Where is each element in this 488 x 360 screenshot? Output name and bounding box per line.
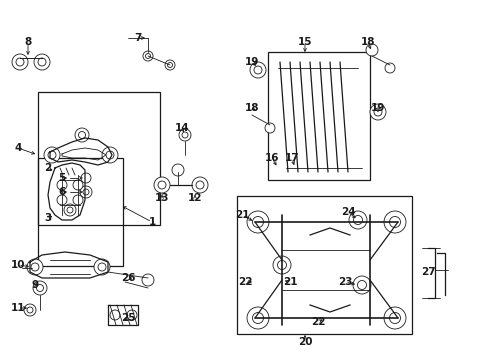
- Text: 5: 5: [58, 173, 65, 183]
- Text: 23: 23: [337, 277, 351, 287]
- Circle shape: [33, 281, 47, 295]
- Circle shape: [34, 54, 50, 70]
- Text: 15: 15: [297, 37, 312, 47]
- Circle shape: [142, 274, 154, 286]
- Circle shape: [365, 44, 377, 56]
- Text: 20: 20: [297, 337, 312, 347]
- Text: 26: 26: [121, 273, 135, 283]
- Text: 18: 18: [360, 37, 374, 47]
- Text: 21: 21: [282, 277, 297, 287]
- Text: 12: 12: [187, 193, 202, 203]
- Text: 9: 9: [31, 280, 39, 290]
- Circle shape: [389, 216, 400, 228]
- Circle shape: [31, 263, 39, 271]
- Circle shape: [75, 128, 89, 142]
- Text: 16: 16: [264, 153, 279, 163]
- Text: 25: 25: [121, 313, 135, 323]
- Text: 22: 22: [237, 277, 252, 287]
- Circle shape: [27, 307, 33, 313]
- Circle shape: [106, 151, 114, 159]
- Bar: [237, 196, 411, 334]
- Circle shape: [357, 280, 366, 289]
- Circle shape: [277, 261, 286, 270]
- Text: 4: 4: [14, 143, 21, 153]
- Circle shape: [98, 263, 106, 271]
- Circle shape: [12, 54, 28, 70]
- Circle shape: [79, 131, 85, 139]
- Circle shape: [64, 204, 76, 216]
- Circle shape: [252, 216, 263, 228]
- Text: 6: 6: [58, 187, 65, 197]
- Circle shape: [145, 54, 150, 58]
- Circle shape: [249, 62, 265, 78]
- Circle shape: [383, 307, 405, 329]
- Circle shape: [383, 211, 405, 233]
- Text: 22: 22: [310, 317, 325, 327]
- Text: 3: 3: [44, 213, 52, 223]
- Circle shape: [246, 211, 268, 233]
- Circle shape: [57, 180, 67, 190]
- Circle shape: [73, 195, 83, 205]
- Circle shape: [67, 207, 73, 213]
- Circle shape: [158, 181, 165, 189]
- Circle shape: [44, 147, 60, 163]
- Circle shape: [102, 147, 118, 163]
- Circle shape: [246, 307, 268, 329]
- Text: 7: 7: [134, 33, 142, 43]
- Text: 8: 8: [24, 37, 32, 47]
- Circle shape: [167, 63, 172, 68]
- Text: 1: 1: [148, 217, 155, 227]
- Circle shape: [81, 173, 91, 183]
- Text: 14: 14: [174, 123, 189, 133]
- Circle shape: [353, 216, 362, 225]
- Circle shape: [27, 259, 43, 275]
- Circle shape: [154, 177, 170, 193]
- Circle shape: [369, 104, 385, 120]
- Text: 18: 18: [244, 103, 259, 113]
- Circle shape: [127, 310, 137, 320]
- Circle shape: [83, 189, 89, 195]
- Circle shape: [192, 177, 207, 193]
- Circle shape: [73, 180, 83, 190]
- Text: 13: 13: [154, 193, 169, 203]
- Circle shape: [253, 66, 262, 74]
- Circle shape: [57, 195, 67, 205]
- Circle shape: [389, 312, 400, 324]
- Circle shape: [272, 256, 290, 274]
- Circle shape: [37, 284, 43, 292]
- Text: 10: 10: [11, 260, 25, 270]
- Circle shape: [373, 108, 381, 116]
- Circle shape: [179, 129, 191, 141]
- Text: 2: 2: [44, 163, 52, 173]
- Circle shape: [196, 181, 203, 189]
- Circle shape: [264, 123, 274, 133]
- Circle shape: [94, 259, 110, 275]
- Bar: [38, 92, 160, 225]
- Circle shape: [172, 164, 183, 176]
- Circle shape: [182, 132, 187, 138]
- Circle shape: [48, 151, 56, 159]
- Circle shape: [24, 304, 36, 316]
- Text: 27: 27: [420, 267, 434, 277]
- Circle shape: [110, 310, 120, 320]
- Bar: [38, 158, 123, 266]
- Circle shape: [384, 63, 394, 73]
- Text: 11: 11: [11, 303, 25, 313]
- Bar: [267, 52, 369, 180]
- Text: 19: 19: [370, 103, 385, 113]
- Text: 21: 21: [234, 210, 249, 220]
- Text: 24: 24: [340, 207, 355, 217]
- Circle shape: [164, 60, 175, 70]
- Circle shape: [348, 211, 366, 229]
- Text: 19: 19: [244, 57, 259, 67]
- Circle shape: [80, 186, 92, 198]
- Circle shape: [352, 276, 370, 294]
- Circle shape: [38, 58, 46, 66]
- Circle shape: [16, 58, 24, 66]
- Circle shape: [142, 51, 153, 61]
- Circle shape: [252, 312, 263, 324]
- Text: 17: 17: [284, 153, 299, 163]
